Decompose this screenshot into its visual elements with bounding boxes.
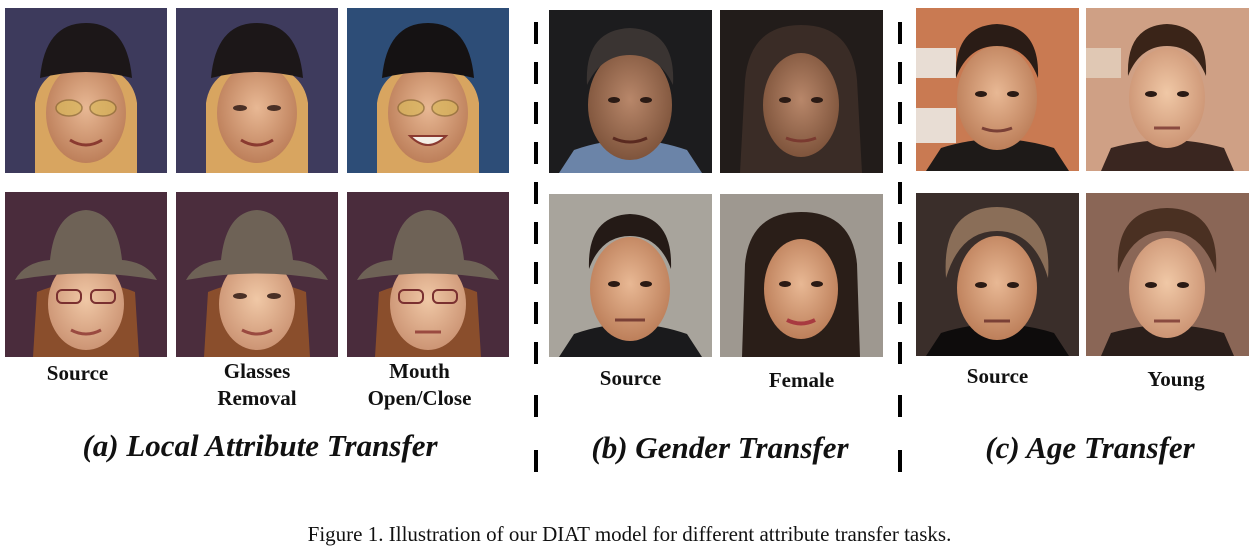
age-label-young: Young	[1147, 367, 1205, 391]
age-label-source: Source	[966, 364, 1029, 388]
local-row2-mouth-close-image	[347, 192, 509, 357]
separator-dash	[534, 182, 538, 204]
age-row1-source-image	[916, 8, 1079, 171]
separator-dash	[898, 222, 902, 244]
separator-dash	[898, 142, 902, 164]
gender-label-source: Source	[599, 366, 662, 390]
age-row1-young-image	[1086, 8, 1249, 171]
age-row2-source-image	[916, 193, 1079, 356]
separator-dash	[898, 182, 902, 204]
age-section-title: (c) Age Transfer	[985, 430, 1195, 465]
separator-dash	[534, 262, 538, 284]
separator-dash	[898, 22, 902, 44]
gender-section-title: (b) Gender Transfer	[591, 430, 849, 465]
local-label-source: Source	[46, 361, 109, 385]
local-row1-source-image	[5, 8, 167, 173]
gender-row1-source-image	[549, 10, 712, 173]
separator-dash	[534, 22, 538, 44]
local-label-glasses-removal-1: Glasses	[223, 359, 291, 383]
separator-dash	[534, 450, 538, 472]
age-row2-young-image	[1086, 193, 1249, 356]
separator-dash	[534, 102, 538, 124]
separator-dash	[898, 450, 902, 472]
local-row2-source-image	[5, 192, 167, 357]
local-row2-glasses-removal-image	[176, 192, 338, 357]
separator-dash	[534, 302, 538, 324]
separator-dash	[534, 62, 538, 84]
gender-row2-source-image	[549, 194, 712, 357]
local-row1-glasses-removal-image	[176, 8, 338, 173]
separator-dash	[898, 262, 902, 284]
separator-dash	[898, 342, 902, 364]
separator-dash	[898, 102, 902, 124]
separator-dash	[534, 342, 538, 364]
local-row1-mouth-open-image	[347, 8, 509, 173]
gender-label-female: Female	[768, 368, 835, 392]
local-label-mouth-1: Mouth	[389, 359, 450, 383]
separator-dash	[898, 302, 902, 324]
separator-dash	[534, 222, 538, 244]
separator-dash	[898, 62, 902, 84]
gender-row2-female-image	[720, 194, 883, 357]
separator-dash	[534, 395, 538, 417]
local-label-glasses-removal-2: Removal	[217, 386, 297, 410]
local-section-title: (a) Local Attribute Transfer	[82, 428, 438, 463]
figure-caption: Figure 1. Illustration of our DIAT model…	[307, 522, 952, 546]
separator-dash	[898, 395, 902, 417]
separator-dash	[534, 142, 538, 164]
gender-row1-female-image	[720, 10, 883, 173]
local-label-mouth-2: Open/Close	[367, 386, 472, 410]
